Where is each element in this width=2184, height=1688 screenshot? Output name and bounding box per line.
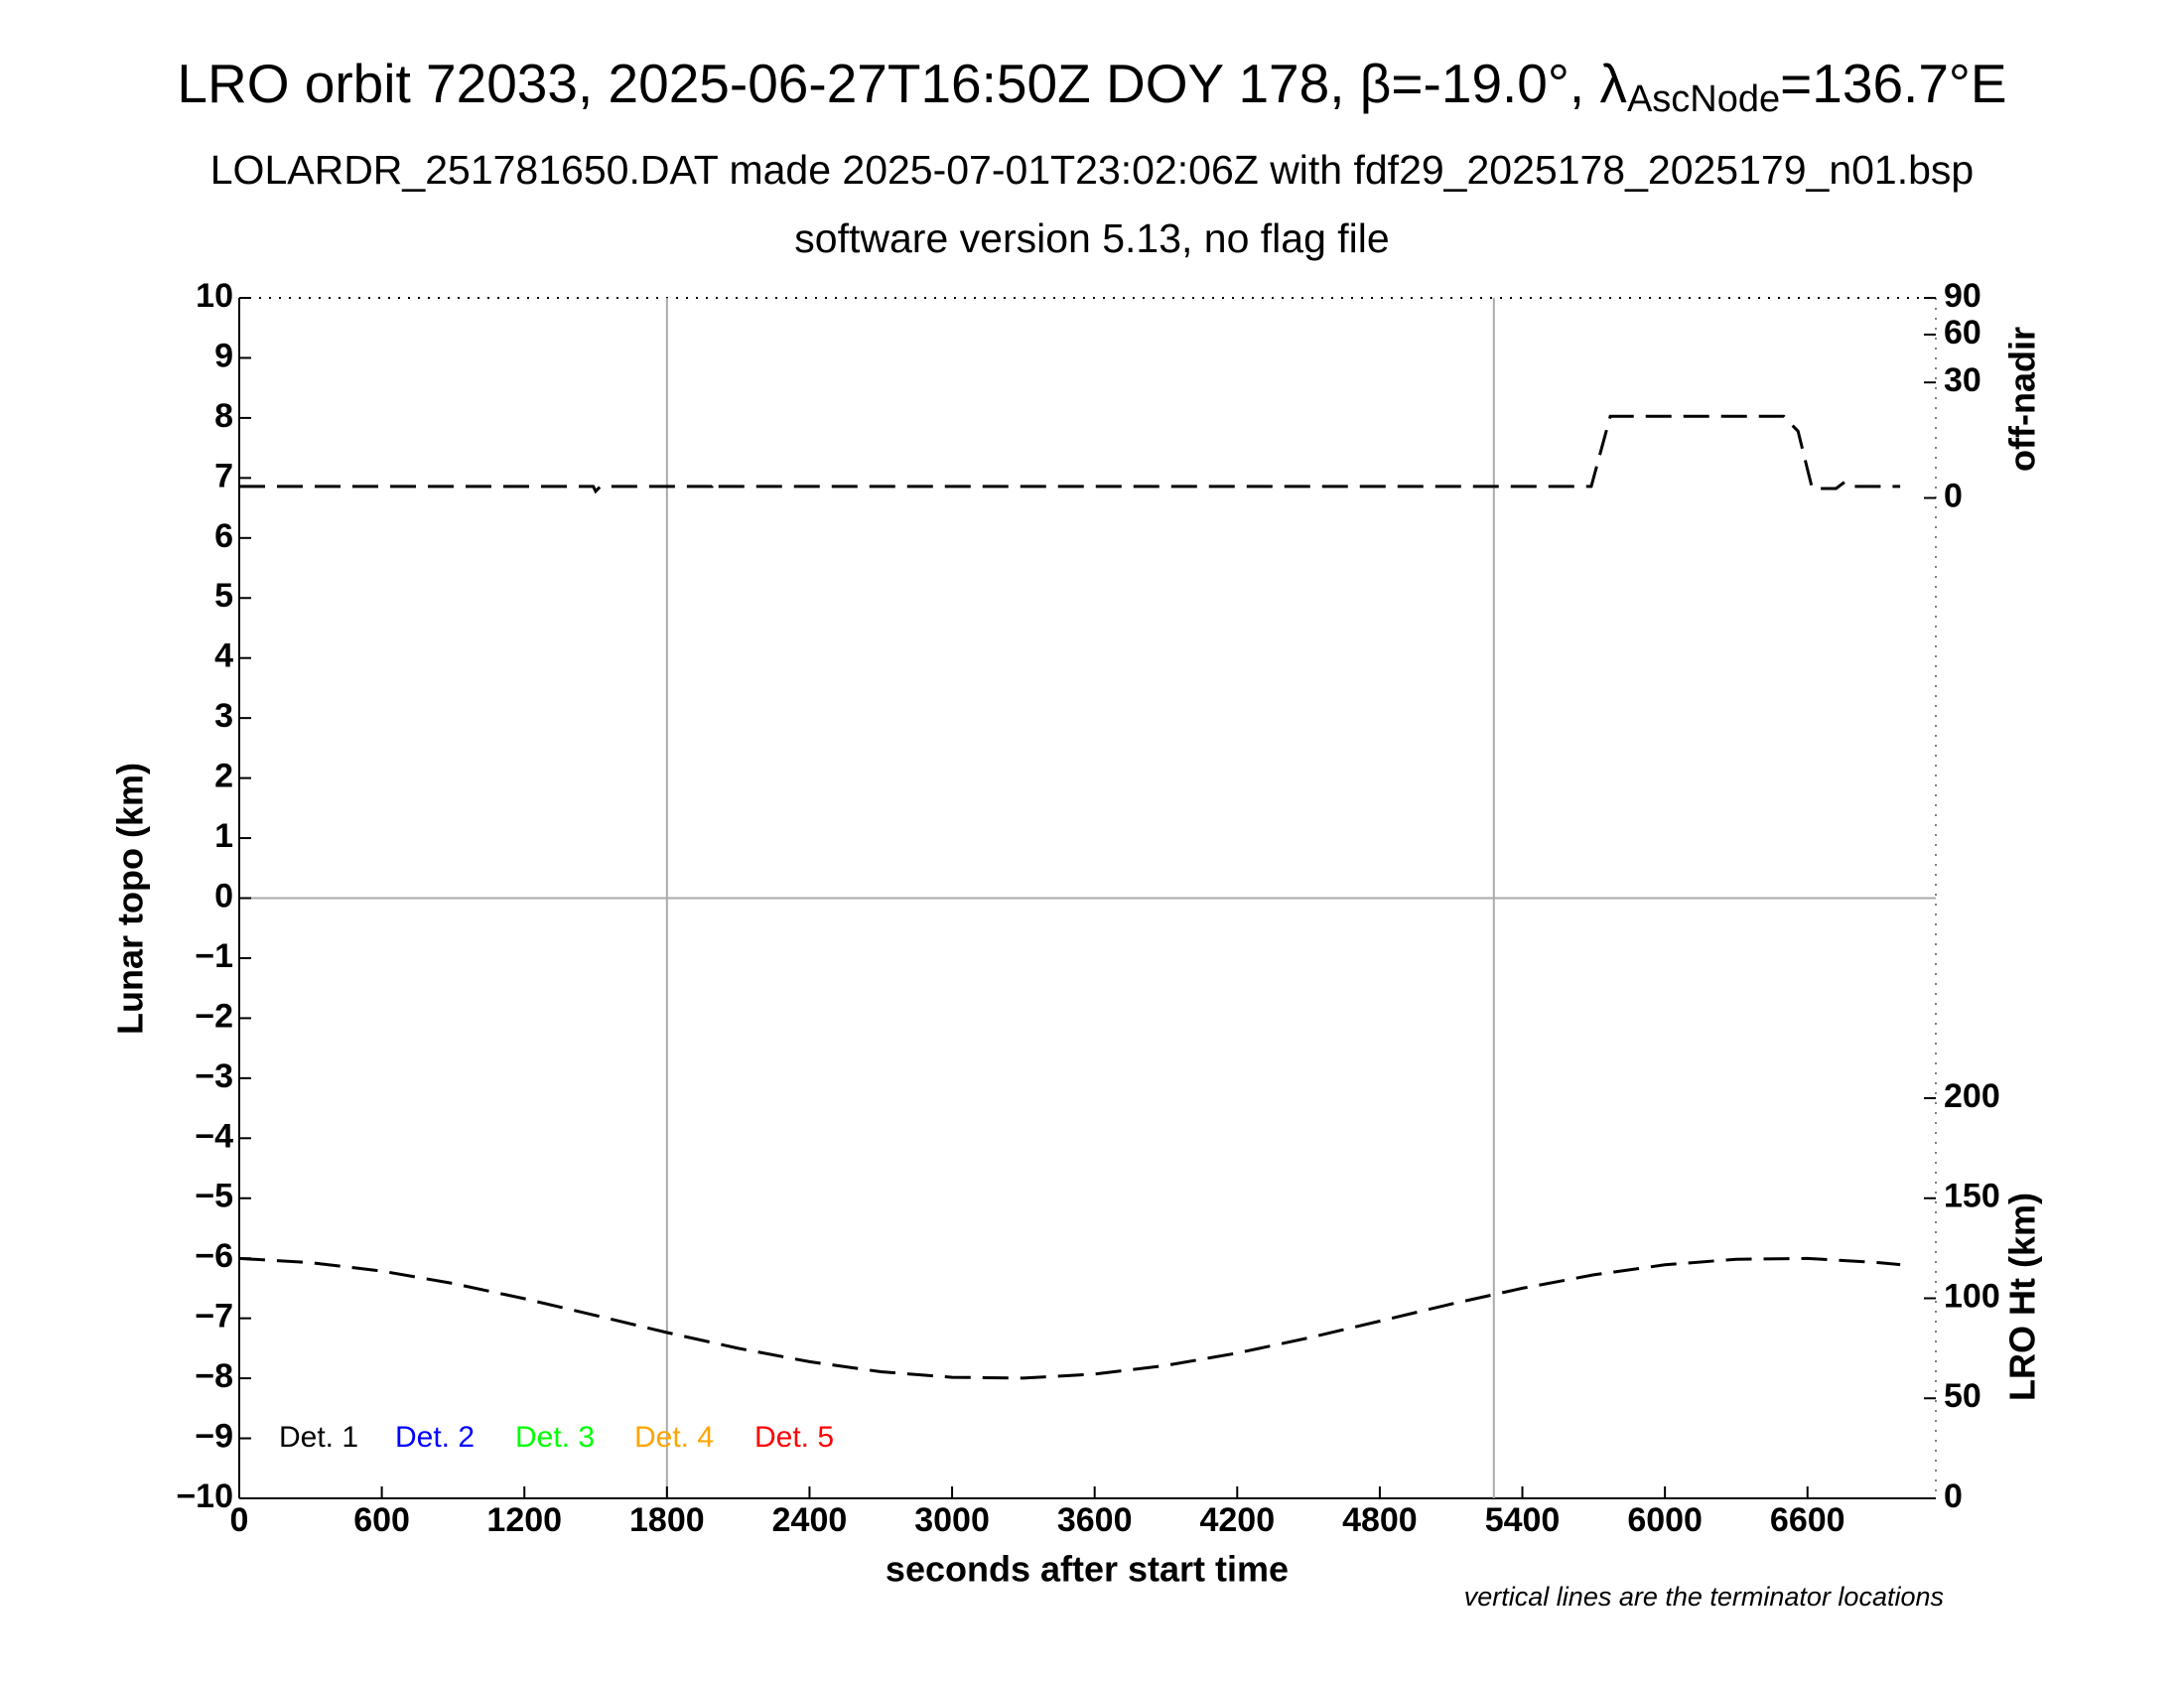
y-tick-label: 3 [214, 697, 233, 735]
y-tick-label: −9 [195, 1418, 233, 1456]
x-tick-label: 3600 [1057, 1501, 1133, 1539]
x-tick-label: 600 [353, 1501, 410, 1539]
y2-axis-label: off-nadir [2002, 327, 2043, 472]
legend-entry: Det. 4 [634, 1421, 714, 1454]
y-tick-label: 9 [214, 337, 233, 374]
y-tick-label: −10 [176, 1477, 233, 1515]
y-tick-label: 7 [214, 457, 233, 494]
y2-tick-label: 90 [1944, 277, 1981, 315]
y2-tick-label: 0 [1944, 477, 1963, 514]
title-end: =136.7°E [1780, 53, 2006, 114]
y-tick-label: −6 [195, 1237, 233, 1275]
legend-entry: Det. 1 [279, 1421, 358, 1454]
subtitle: software version 5.13, no flag file [794, 215, 1389, 261]
y-axis-label: Lunar topo (km) [110, 763, 151, 1035]
y-tick-label: 2 [214, 758, 233, 795]
y-tick-label: −5 [195, 1178, 233, 1215]
x-tick-label: 6600 [1770, 1501, 1845, 1539]
legend-entry: Det. 2 [395, 1421, 475, 1454]
y-tick-label: −1 [195, 937, 233, 975]
x-tick-label: 4800 [1342, 1501, 1418, 1539]
y-tick-label: −7 [195, 1298, 233, 1336]
y2-tick-label: 60 [1944, 314, 1981, 352]
y2-tick-label: 30 [1944, 361, 1981, 399]
y-tick-label: 0 [214, 877, 233, 914]
y3-tick-label: 150 [1944, 1178, 2000, 1215]
y3-tick-label: 50 [1944, 1377, 1981, 1415]
title-subscript: AscNode [1627, 78, 1780, 120]
note: vertical lines are the terminator locati… [1464, 1582, 1944, 1612]
x-axis-label: seconds after start time [886, 1549, 1289, 1590]
x-tick-label: 5400 [1485, 1501, 1561, 1539]
x-tick-label: 2400 [772, 1501, 848, 1539]
legend-entry: Det. 3 [515, 1421, 595, 1454]
y3-tick-label: 100 [1944, 1277, 2000, 1315]
y-tick-label: −3 [195, 1057, 233, 1095]
y-tick-label: 4 [214, 637, 233, 675]
title-main: LRO orbit 72033, 2025-06-27T16:50Z DOY 1… [177, 53, 1627, 114]
x-tick-label: 3000 [914, 1501, 990, 1539]
y3-tick-label: 0 [1944, 1477, 1963, 1515]
y3-tick-label: 200 [1944, 1077, 2000, 1115]
chart-title: LRO orbit 72033, 2025-06-27T16:50Z DOY 1… [177, 53, 2006, 121]
y-tick-label: 5 [214, 577, 233, 615]
y-tick-label: −2 [195, 997, 233, 1035]
subtitle: LOLARDR_251781650.DAT made 2025-07-01T23… [210, 147, 1974, 193]
x-tick-label: 1200 [486, 1501, 562, 1539]
x-tick-label: 4200 [1199, 1501, 1275, 1539]
x-tick-label: 1800 [629, 1501, 705, 1539]
x-tick-label: 0 [230, 1501, 249, 1539]
legend-entry: Det. 5 [754, 1421, 834, 1454]
y-tick-label: 6 [214, 517, 233, 555]
y-tick-label: −8 [195, 1357, 233, 1395]
y-tick-label: 1 [214, 817, 233, 855]
y-tick-label: 10 [196, 277, 233, 315]
y-tick-label: 8 [214, 397, 233, 435]
data-line [238, 1256, 1901, 1380]
y3-axis-label: LRO Ht (km) [2002, 1193, 2043, 1401]
data-line [239, 414, 1901, 494]
y-tick-label: −4 [195, 1117, 233, 1155]
x-tick-label: 6000 [1627, 1501, 1703, 1539]
